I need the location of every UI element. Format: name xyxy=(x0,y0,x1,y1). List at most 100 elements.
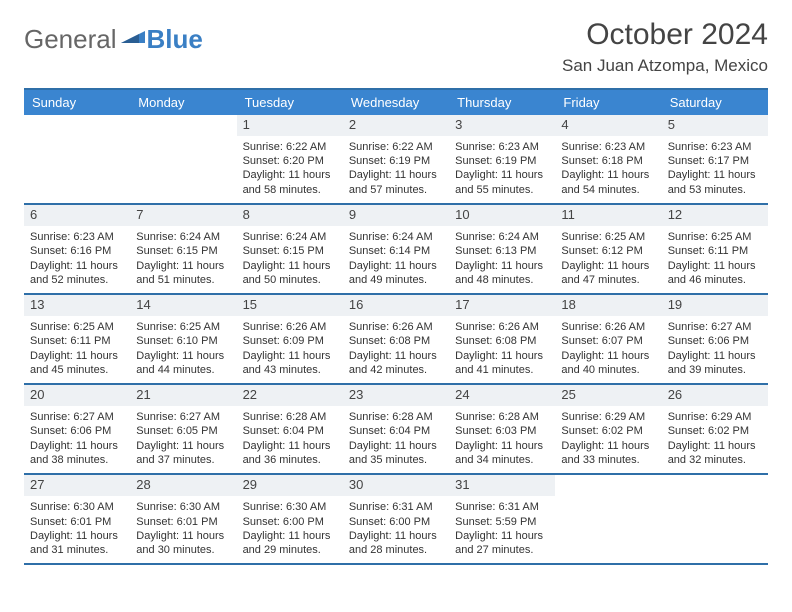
day-cell: 17Sunrise: 6:26 AMSunset: 6:08 PMDayligh… xyxy=(449,295,555,383)
day-cell: 3Sunrise: 6:23 AMSunset: 6:19 PMDaylight… xyxy=(449,115,555,203)
weekday-label: Thursday xyxy=(449,90,555,115)
day-cell: 25Sunrise: 6:29 AMSunset: 6:02 PMDayligh… xyxy=(555,385,661,473)
location-label: San Juan Atzompa, Mexico xyxy=(562,56,768,76)
day-body: Sunrise: 6:29 AMSunset: 6:02 PMDaylight:… xyxy=(662,406,768,473)
day-number: 7 xyxy=(130,205,236,226)
day-number: 15 xyxy=(237,295,343,316)
day-number: 30 xyxy=(343,475,449,496)
day-body: Sunrise: 6:25 AMSunset: 6:10 PMDaylight:… xyxy=(130,316,236,383)
day-number: 26 xyxy=(662,385,768,406)
day-number: 20 xyxy=(24,385,130,406)
day-cell: 6Sunrise: 6:23 AMSunset: 6:16 PMDaylight… xyxy=(24,205,130,293)
sunrise-text: Sunrise: 6:26 AM xyxy=(243,320,337,334)
day-body: Sunrise: 6:30 AMSunset: 6:00 PMDaylight:… xyxy=(237,496,343,563)
sunrise-text: Sunrise: 6:24 AM xyxy=(349,230,443,244)
sunset-text: Sunset: 6:07 PM xyxy=(561,334,655,348)
weekday-label: Saturday xyxy=(662,90,768,115)
sunset-text: Sunset: 6:16 PM xyxy=(30,244,124,258)
daylight-text: Daylight: 11 hours and 30 minutes. xyxy=(136,529,230,558)
title-block: October 2024 San Juan Atzompa, Mexico xyxy=(562,18,768,76)
day-number: 22 xyxy=(237,385,343,406)
header: General Blue October 2024 San Juan Atzom… xyxy=(24,18,768,76)
day-body: Sunrise: 6:23 AMSunset: 6:18 PMDaylight:… xyxy=(555,136,661,203)
daylight-text: Daylight: 11 hours and 29 minutes. xyxy=(243,529,337,558)
day-cell: 20Sunrise: 6:27 AMSunset: 6:06 PMDayligh… xyxy=(24,385,130,473)
daylight-text: Daylight: 11 hours and 45 minutes. xyxy=(30,349,124,378)
sunrise-text: Sunrise: 6:26 AM xyxy=(561,320,655,334)
sunrise-text: Sunrise: 6:30 AM xyxy=(243,500,337,514)
daylight-text: Daylight: 11 hours and 58 minutes. xyxy=(243,168,337,197)
sunrise-text: Sunrise: 6:30 AM xyxy=(30,500,124,514)
sunset-text: Sunset: 6:19 PM xyxy=(349,154,443,168)
day-body: Sunrise: 6:27 AMSunset: 6:06 PMDaylight:… xyxy=(24,406,130,473)
day-cell: 1Sunrise: 6:22 AMSunset: 6:20 PMDaylight… xyxy=(237,115,343,203)
day-cell: 7Sunrise: 6:24 AMSunset: 6:15 PMDaylight… xyxy=(130,205,236,293)
day-cell: 24Sunrise: 6:28 AMSunset: 6:03 PMDayligh… xyxy=(449,385,555,473)
sunset-text: Sunset: 6:19 PM xyxy=(455,154,549,168)
day-number: 6 xyxy=(24,205,130,226)
day-number: 8 xyxy=(237,205,343,226)
sunset-text: Sunset: 6:10 PM xyxy=(136,334,230,348)
day-number: 28 xyxy=(130,475,236,496)
day-body: Sunrise: 6:31 AMSunset: 5:59 PMDaylight:… xyxy=(449,496,555,563)
day-body: Sunrise: 6:26 AMSunset: 6:07 PMDaylight:… xyxy=(555,316,661,383)
daylight-text: Daylight: 11 hours and 31 minutes. xyxy=(30,529,124,558)
day-body: Sunrise: 6:29 AMSunset: 6:02 PMDaylight:… xyxy=(555,406,661,473)
sunrise-text: Sunrise: 6:29 AM xyxy=(561,410,655,424)
week-row: 6Sunrise: 6:23 AMSunset: 6:16 PMDaylight… xyxy=(24,205,768,295)
day-cell xyxy=(24,115,130,203)
sunrise-text: Sunrise: 6:27 AM xyxy=(668,320,762,334)
day-number: 9 xyxy=(343,205,449,226)
daylight-text: Daylight: 11 hours and 41 minutes. xyxy=(455,349,549,378)
daylight-text: Daylight: 11 hours and 57 minutes. xyxy=(349,168,443,197)
brand-logo: General Blue xyxy=(24,24,203,55)
sunset-text: Sunset: 6:09 PM xyxy=(243,334,337,348)
day-number: 11 xyxy=(555,205,661,226)
sunset-text: Sunset: 6:11 PM xyxy=(668,244,762,258)
sunset-text: Sunset: 6:02 PM xyxy=(668,424,762,438)
daylight-text: Daylight: 11 hours and 36 minutes. xyxy=(243,439,337,468)
sunset-text: Sunset: 6:06 PM xyxy=(30,424,124,438)
sunset-text: Sunset: 6:17 PM xyxy=(668,154,762,168)
day-body: Sunrise: 6:28 AMSunset: 6:04 PMDaylight:… xyxy=(343,406,449,473)
sunrise-text: Sunrise: 6:22 AM xyxy=(243,140,337,154)
daylight-text: Daylight: 11 hours and 28 minutes. xyxy=(349,529,443,558)
daylight-text: Daylight: 11 hours and 54 minutes. xyxy=(561,168,655,197)
day-number: 14 xyxy=(130,295,236,316)
daylight-text: Daylight: 11 hours and 53 minutes. xyxy=(668,168,762,197)
day-body: Sunrise: 6:25 AMSunset: 6:11 PMDaylight:… xyxy=(662,226,768,293)
daylight-text: Daylight: 11 hours and 42 minutes. xyxy=(349,349,443,378)
weekday-label: Friday xyxy=(555,90,661,115)
daylight-text: Daylight: 11 hours and 47 minutes. xyxy=(561,259,655,288)
week-header: SundayMondayTuesdayWednesdayThursdayFrid… xyxy=(24,90,768,115)
day-body: Sunrise: 6:28 AMSunset: 6:04 PMDaylight:… xyxy=(237,406,343,473)
sunrise-text: Sunrise: 6:23 AM xyxy=(455,140,549,154)
day-body: Sunrise: 6:26 AMSunset: 6:08 PMDaylight:… xyxy=(343,316,449,383)
day-body: Sunrise: 6:24 AMSunset: 6:14 PMDaylight:… xyxy=(343,226,449,293)
day-cell: 5Sunrise: 6:23 AMSunset: 6:17 PMDaylight… xyxy=(662,115,768,203)
day-number: 24 xyxy=(449,385,555,406)
daylight-text: Daylight: 11 hours and 32 minutes. xyxy=(668,439,762,468)
day-cell: 22Sunrise: 6:28 AMSunset: 6:04 PMDayligh… xyxy=(237,385,343,473)
week-row: 27Sunrise: 6:30 AMSunset: 6:01 PMDayligh… xyxy=(24,475,768,565)
sunrise-text: Sunrise: 6:29 AM xyxy=(668,410,762,424)
sunrise-text: Sunrise: 6:31 AM xyxy=(455,500,549,514)
daylight-text: Daylight: 11 hours and 37 minutes. xyxy=(136,439,230,468)
day-number: 25 xyxy=(555,385,661,406)
sunset-text: Sunset: 6:03 PM xyxy=(455,424,549,438)
sunrise-text: Sunrise: 6:22 AM xyxy=(349,140,443,154)
sunset-text: Sunset: 5:59 PM xyxy=(455,515,549,529)
day-cell: 31Sunrise: 6:31 AMSunset: 5:59 PMDayligh… xyxy=(449,475,555,563)
day-body: Sunrise: 6:24 AMSunset: 6:13 PMDaylight:… xyxy=(449,226,555,293)
day-cell: 2Sunrise: 6:22 AMSunset: 6:19 PMDaylight… xyxy=(343,115,449,203)
week-row: 1Sunrise: 6:22 AMSunset: 6:20 PMDaylight… xyxy=(24,115,768,205)
day-number: 17 xyxy=(449,295,555,316)
week-row: 20Sunrise: 6:27 AMSunset: 6:06 PMDayligh… xyxy=(24,385,768,475)
sunrise-text: Sunrise: 6:24 AM xyxy=(455,230,549,244)
daylight-text: Daylight: 11 hours and 44 minutes. xyxy=(136,349,230,378)
sunset-text: Sunset: 6:15 PM xyxy=(136,244,230,258)
sunset-text: Sunset: 6:04 PM xyxy=(243,424,337,438)
sunrise-text: Sunrise: 6:25 AM xyxy=(561,230,655,244)
day-cell: 14Sunrise: 6:25 AMSunset: 6:10 PMDayligh… xyxy=(130,295,236,383)
sunrise-text: Sunrise: 6:25 AM xyxy=(136,320,230,334)
